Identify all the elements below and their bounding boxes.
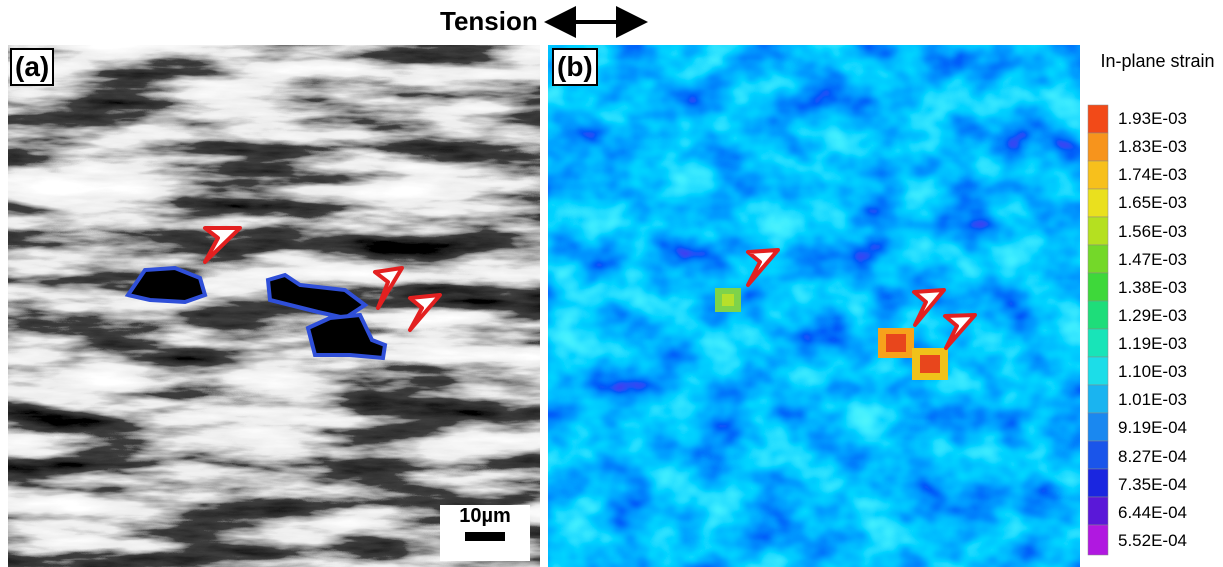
- colorbar: [1088, 105, 1108, 555]
- panel-label: (b): [552, 48, 598, 86]
- scale-bar-label: 10µm: [440, 505, 530, 528]
- scale-bar-line: [465, 532, 505, 541]
- colorbar-title: In-plane strain: [1100, 50, 1215, 72]
- panel-label: (a): [10, 48, 54, 86]
- colorbar-label: 1.10E-03: [1118, 362, 1187, 382]
- colorbar-label: 1.38E-03: [1118, 278, 1187, 298]
- colorbar-label: 9.19E-04: [1118, 418, 1187, 438]
- figure-graphics: [0, 0, 1223, 567]
- figure: Tension (a) (b) 10µm In-plane strain 1.9…: [0, 0, 1223, 567]
- colorbar-label: 1.93E-03: [1118, 109, 1187, 129]
- colorbar-label: 5.52E-04: [1118, 531, 1187, 551]
- colorbar-label: 1.29E-03: [1118, 306, 1187, 326]
- colorbar-label: 1.56E-03: [1118, 222, 1187, 242]
- micrograph: [8, 45, 540, 567]
- colorbar-label: 1.47E-03: [1118, 250, 1187, 270]
- colorbar-label: 8.27E-04: [1118, 447, 1187, 467]
- colorbar-label: 1.19E-03: [1118, 334, 1187, 354]
- colorbar-label: 1.74E-03: [1118, 165, 1187, 185]
- colorbar-label: 6.44E-04: [1118, 503, 1187, 523]
- scale-bar: 10µm: [440, 505, 530, 561]
- colorbar-label: 1.01E-03: [1118, 390, 1187, 410]
- colorbar-label: 1.83E-03: [1118, 137, 1187, 157]
- title: Tension: [440, 6, 538, 37]
- colorbar-label: 7.35E-04: [1118, 475, 1187, 495]
- strain-map: [548, 45, 1080, 567]
- colorbar-label: 1.65E-03: [1118, 193, 1187, 213]
